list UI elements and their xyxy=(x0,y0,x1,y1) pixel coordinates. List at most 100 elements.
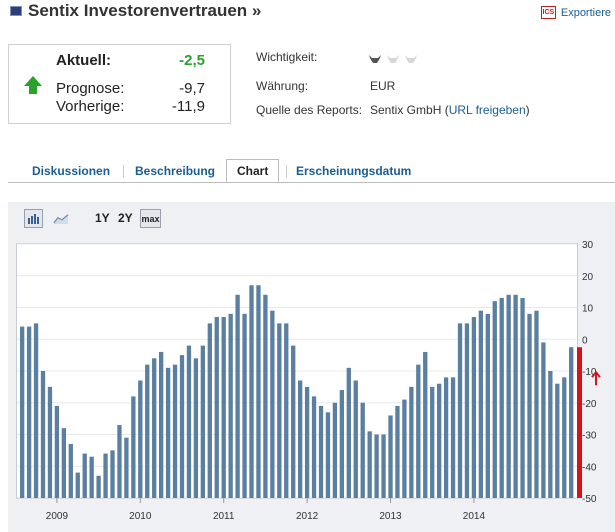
bar xyxy=(179,355,185,499)
bar xyxy=(534,310,539,498)
x-tick-label: 2012 xyxy=(296,511,319,522)
y-axis-ticks: 30 20 10 0 -10 -20 -30 -40 -50 xyxy=(582,240,597,505)
bar xyxy=(20,326,25,498)
source-info: Sentix GmbH (URL freigeben) xyxy=(370,103,530,117)
bar xyxy=(47,386,53,499)
bar xyxy=(152,358,157,498)
y-tick-label: -10 xyxy=(582,367,597,378)
current-value-bar xyxy=(577,347,582,498)
previous-label: Vorherige: xyxy=(56,98,125,115)
bar xyxy=(54,405,60,498)
bar xyxy=(416,364,421,498)
bar xyxy=(346,367,351,498)
bar xyxy=(562,377,567,498)
bar xyxy=(318,405,324,498)
y-tick-label: -30 xyxy=(582,431,597,442)
y-tick-label: 20 xyxy=(582,272,594,283)
bar xyxy=(325,412,331,498)
bar xyxy=(409,386,414,499)
bull-icon xyxy=(369,54,381,63)
bar xyxy=(402,399,407,498)
forecast-label: Prognose: xyxy=(56,80,125,97)
range-2y-button[interactable]: 2Y xyxy=(118,211,133,225)
bar xyxy=(200,345,206,498)
tab-separator xyxy=(286,165,287,178)
bar xyxy=(68,444,73,498)
bar xyxy=(353,380,358,498)
ics-calendar-icon: ICS xyxy=(540,6,556,19)
bar xyxy=(548,371,553,498)
bar xyxy=(464,323,470,499)
bar xyxy=(221,317,226,498)
bar xyxy=(172,364,178,498)
tab-beschreibung[interactable]: Beschreibung xyxy=(135,164,216,178)
share-url-link[interactable]: URL freigeben xyxy=(448,103,526,117)
range-1y-button[interactable]: 1Y xyxy=(95,211,110,225)
bar xyxy=(193,358,199,498)
line-chart-icon xyxy=(52,214,68,224)
trend-up-icon-stem xyxy=(29,85,37,94)
bar xyxy=(138,380,143,498)
x-tick-label: 2011 xyxy=(213,511,235,522)
range-max-button[interactable]: max xyxy=(140,209,161,228)
quote-box xyxy=(8,44,231,124)
bars xyxy=(20,285,574,499)
bar xyxy=(117,424,122,498)
bar xyxy=(103,453,108,498)
bar xyxy=(555,383,560,498)
trend-up-icon xyxy=(24,76,42,86)
bar xyxy=(513,294,518,498)
bar xyxy=(145,364,150,498)
bar xyxy=(270,310,275,498)
bar xyxy=(423,351,428,498)
bar xyxy=(249,285,254,498)
bar xyxy=(263,294,268,498)
export-button[interactable]: ICS Exportiere xyxy=(540,6,611,19)
bar xyxy=(256,285,261,498)
y-tick-label: 10 xyxy=(582,304,594,315)
tab-separator xyxy=(123,165,124,178)
line-chart-button[interactable] xyxy=(51,209,70,228)
bar xyxy=(569,347,574,498)
bar xyxy=(235,294,240,498)
tab-diskussionen[interactable]: Diskussionen xyxy=(32,164,111,178)
bar xyxy=(541,342,546,498)
bar xyxy=(430,386,435,499)
y-tick-label: -40 xyxy=(582,462,597,473)
current-label: Aktuell: xyxy=(56,52,112,69)
bar xyxy=(478,310,484,498)
source-paren-open: ( xyxy=(444,103,449,117)
tab-erscheinungsdatum[interactable]: Erscheinungsdatum xyxy=(296,164,412,178)
bar xyxy=(485,313,490,498)
bar xyxy=(159,351,164,498)
previous-value: -11,9 xyxy=(171,98,205,115)
bar xyxy=(527,313,532,498)
bar xyxy=(214,317,219,498)
bar xyxy=(450,377,456,498)
tab-chart[interactable]: Chart xyxy=(226,159,280,182)
bar xyxy=(443,377,449,498)
importance-label: Wichtigkeit: xyxy=(256,50,318,64)
y-tick-label: -20 xyxy=(582,399,597,410)
tab-bar: Diskussionen Beschreibung Chart Erschein… xyxy=(8,159,615,183)
bar xyxy=(228,313,233,498)
y-tick-label: -50 xyxy=(582,494,597,505)
currency-value: EUR xyxy=(370,79,396,93)
bar-chart-button[interactable] xyxy=(24,209,43,228)
bar xyxy=(381,434,386,498)
bar xyxy=(207,323,212,499)
forecast-value: -9,7 xyxy=(179,80,205,97)
bar xyxy=(437,383,442,498)
bar xyxy=(520,297,525,498)
bar xyxy=(367,431,372,498)
bar xyxy=(311,396,317,498)
x-tick-label: 2009 xyxy=(46,511,69,522)
bar xyxy=(75,472,80,498)
page-title[interactable]: Sentix Investorenvertrauen » xyxy=(28,1,262,20)
bar xyxy=(165,367,171,498)
bar xyxy=(124,437,129,498)
range-max-label: max xyxy=(141,213,160,224)
rising-arrow-icon xyxy=(591,370,601,386)
bar-chart-icon xyxy=(28,214,39,224)
